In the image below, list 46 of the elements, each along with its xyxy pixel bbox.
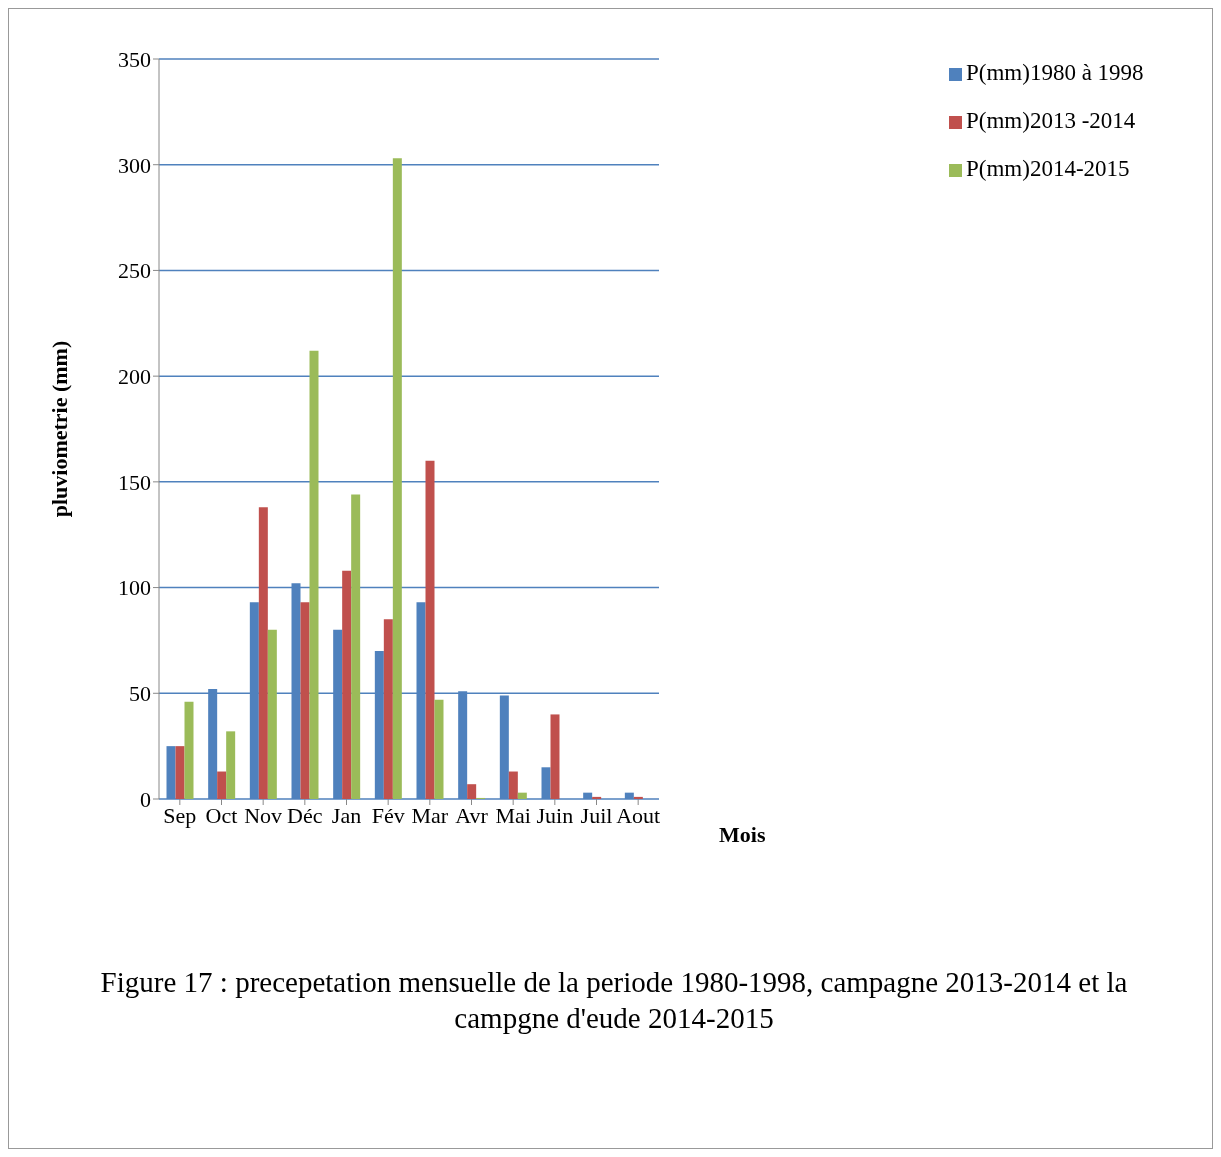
x-tick-label: Juil — [580, 802, 613, 828]
x-tick-label: Fév — [371, 802, 405, 828]
y-tick-label: 200 — [118, 363, 151, 389]
legend-label: P(mm)2014-2015 — [966, 156, 1130, 181]
y-tick-label: 350 — [118, 46, 151, 72]
y-tick-label: 50 — [129, 681, 151, 707]
bar — [633, 796, 643, 799]
bar — [592, 796, 602, 799]
y-axis-title: pluviometrie (mm) — [46, 340, 72, 518]
bar — [175, 746, 185, 799]
bar — [226, 731, 236, 799]
legend-label: P(mm)2013 -2014 — [966, 108, 1136, 133]
x-tick-label: Jan — [331, 802, 362, 828]
bar — [267, 629, 277, 799]
bar — [517, 792, 527, 799]
y-tick-label: 300 — [118, 152, 151, 178]
x-tick-label: Nov — [244, 802, 283, 828]
x-tick-label: Aout — [616, 802, 661, 828]
text: Figure 17 : precepetation mensuelle de la periode 1980-1998, campagne 2013-2014 et la campgne d'eude 2014-2015 — [99, 965, 1129, 1036]
bar — [434, 699, 444, 799]
x-tick-label: Sep — [163, 802, 197, 828]
x-tick-label: Déc — [287, 802, 323, 828]
legend-label: P(mm)1980 à 1998 — [966, 60, 1144, 85]
bar — [258, 507, 268, 799]
y-tick-label: 0 — [140, 786, 151, 812]
bar — [508, 771, 518, 799]
bar — [300, 602, 310, 799]
x-tick-label: Mar — [411, 802, 449, 828]
bar — [309, 350, 319, 799]
x-tick-label: Juin — [536, 802, 574, 828]
y-tick-label: 150 — [118, 469, 151, 495]
bar — [467, 784, 477, 799]
bar — [392, 158, 402, 799]
x-axis-title: Mois — [719, 821, 766, 847]
bar — [217, 771, 227, 799]
x-tick-label: Mai — [495, 802, 531, 828]
bar — [351, 494, 361, 799]
y-tick-label: 250 — [118, 258, 151, 284]
bar — [184, 701, 194, 799]
bar — [425, 460, 435, 799]
x-tick-label: Oct — [205, 802, 238, 828]
bar — [342, 570, 352, 799]
bar — [550, 714, 560, 799]
y-tick-label: 100 — [118, 575, 151, 601]
x-tick-label: Avr — [455, 802, 489, 828]
bar — [383, 619, 393, 799]
